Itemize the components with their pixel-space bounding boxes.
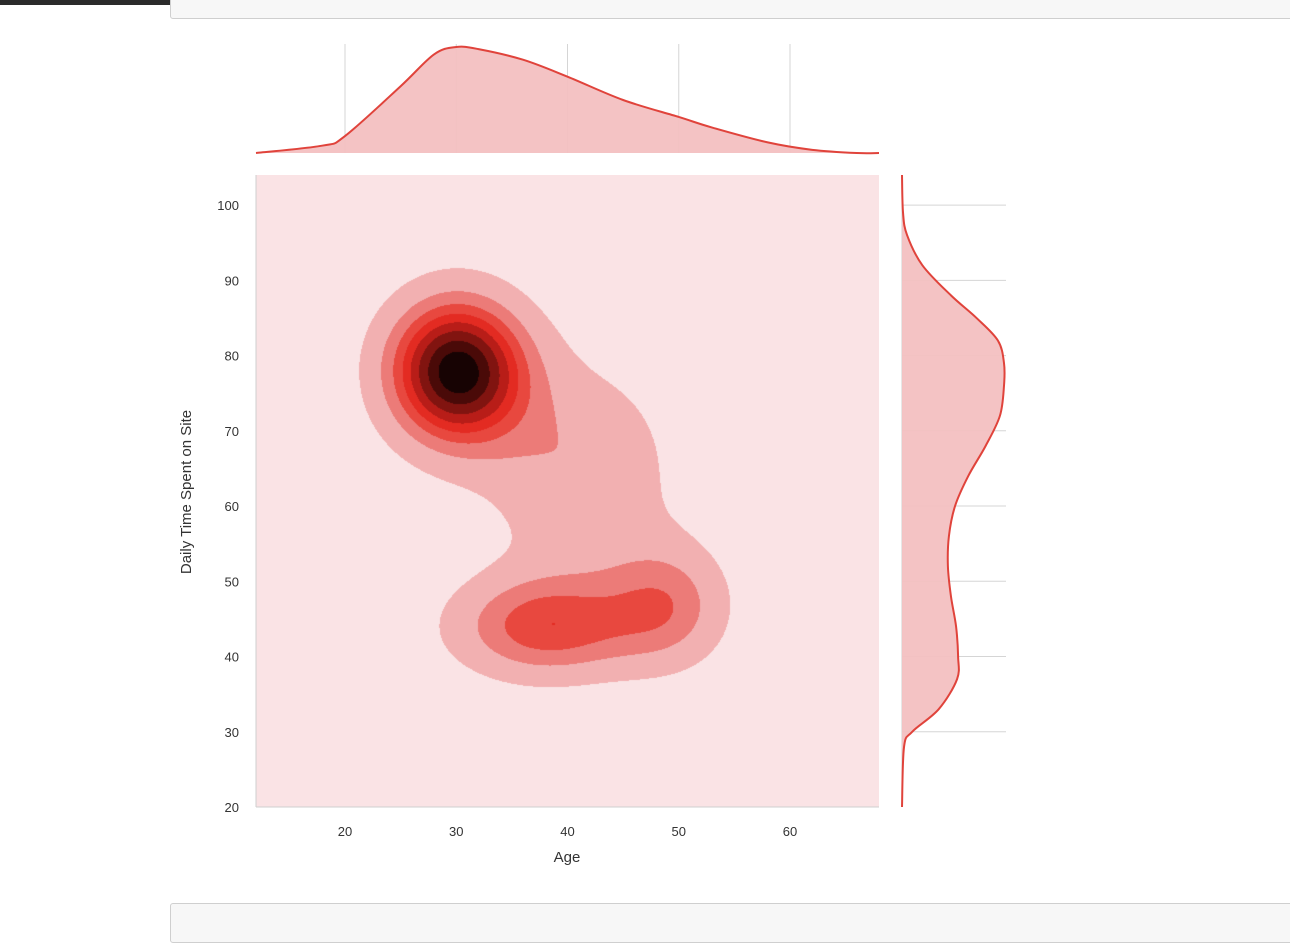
density-contours	[256, 175, 879, 807]
x-tick-label: 20	[338, 824, 352, 839]
y-tick-label: 80	[225, 349, 239, 364]
y-tick-label: 40	[225, 650, 239, 665]
x-tick-label: 60	[783, 824, 797, 839]
axis-labels: Age Daily Time Spent on Site	[178, 410, 580, 866]
notebook-cell-bottom[interactable]	[170, 903, 1290, 943]
main-kde-plot: 20 30 40 50 60 20 30 40 50 60 70 80 90 100	[217, 175, 879, 839]
x-tick-label: 40	[560, 824, 574, 839]
x-marginal-fill	[256, 46, 879, 154]
x-axis-label: Age	[554, 849, 581, 866]
y-tick-label: 50	[225, 574, 239, 589]
x-marginal-line	[255, 45, 880, 155]
y-tick-label: 100	[217, 198, 239, 213]
y-tick-label: 70	[225, 424, 239, 439]
y-tick-label: 60	[225, 499, 239, 514]
y-tick-label: 30	[225, 725, 239, 740]
notebook-cell-top[interactable]	[170, 0, 1290, 19]
x-tick-label: 30	[449, 824, 463, 839]
marginal-x-plot	[255, 44, 880, 155]
y-tick-label: 90	[225, 273, 239, 288]
y-marginal-line	[901, 174, 1006, 808]
y-tick-label: 20	[225, 800, 239, 815]
marginal-y-plot	[901, 174, 1006, 808]
x-tick-label: 50	[672, 824, 686, 839]
y-axis-label: Daily Time Spent on Site	[178, 410, 195, 574]
y-marginal-fill	[902, 175, 1005, 807]
